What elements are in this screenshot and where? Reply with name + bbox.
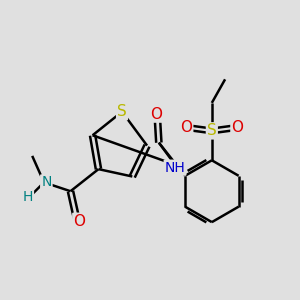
Text: O: O [73, 214, 85, 229]
Text: H: H [22, 190, 33, 204]
Text: O: O [180, 120, 192, 135]
Text: N: N [41, 176, 52, 189]
Text: S: S [207, 123, 217, 138]
Text: NH: NH [165, 161, 185, 175]
Text: S: S [117, 104, 127, 119]
Text: O: O [150, 106, 162, 122]
Text: O: O [232, 120, 244, 135]
